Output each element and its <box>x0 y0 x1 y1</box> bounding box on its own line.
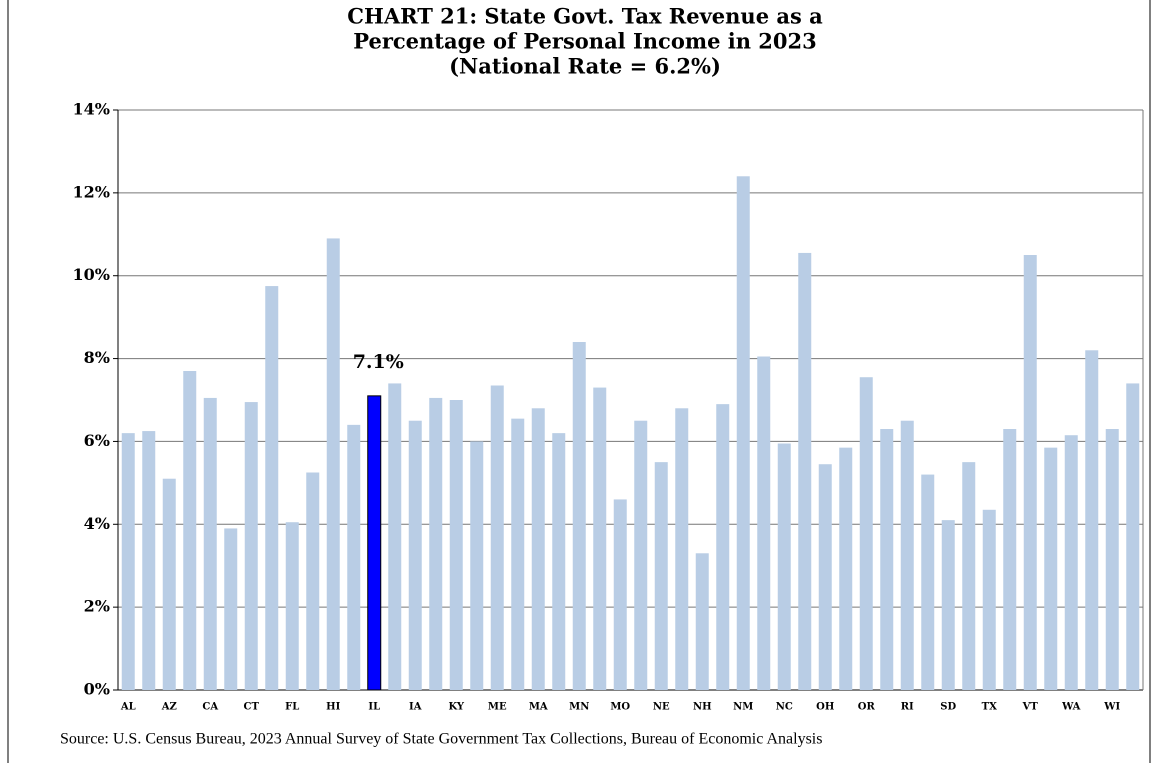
x-tick-label: NH <box>693 702 712 713</box>
bar <box>429 397 443 690</box>
bar <box>941 520 955 690</box>
y-tick-label: 2% <box>84 597 110 616</box>
bar <box>183 371 197 690</box>
chart-title: Percentage of Personal Income in 2023 <box>353 29 817 54</box>
x-tick-label: AZ <box>161 702 177 713</box>
x-tick-label: NE <box>653 702 670 713</box>
bar <box>982 509 996 690</box>
bar <box>818 464 832 690</box>
bar <box>1023 255 1037 690</box>
bar <box>121 433 135 690</box>
x-tick-label: MN <box>569 702 589 713</box>
x-tick-label: VT <box>1022 702 1039 713</box>
bar <box>265 286 279 690</box>
value-label: 7.1% <box>353 351 404 373</box>
x-tick-label: FL <box>285 702 299 713</box>
x-tick-label: MO <box>610 702 630 713</box>
x-tick-label: OH <box>816 702 834 713</box>
bar <box>142 431 156 690</box>
chart-frame <box>7 0 1151 763</box>
bar <box>408 420 422 690</box>
bar <box>1126 383 1140 690</box>
bar <box>203 397 217 690</box>
bar <box>285 522 299 690</box>
bar <box>921 474 935 690</box>
bar <box>880 429 894 690</box>
bar <box>1044 447 1058 690</box>
chart-title: (National Rate = 6.2%) <box>449 54 721 79</box>
bar <box>716 404 730 690</box>
bar <box>1064 435 1078 690</box>
bar <box>306 472 320 690</box>
x-tick-label: WI <box>1103 702 1120 713</box>
bar <box>490 385 504 690</box>
bar <box>900 420 914 690</box>
x-tick-label: RI <box>901 702 914 713</box>
bar <box>162 478 176 690</box>
bar <box>572 342 586 690</box>
bar <box>654 462 668 690</box>
x-tick-label: NM <box>733 702 753 713</box>
y-tick-label: 6% <box>84 431 110 450</box>
x-tick-label: CT <box>244 702 260 713</box>
bar <box>1105 429 1119 690</box>
y-tick-label: 0% <box>84 680 110 699</box>
bar <box>244 402 258 690</box>
x-tick-label: TX <box>982 702 997 713</box>
x-tick-label: CA <box>202 702 218 713</box>
x-tick-label: KY <box>448 702 464 713</box>
x-tick-label: IL <box>368 702 380 713</box>
x-tick-label: IA <box>409 702 422 713</box>
x-tick-label: MA <box>529 702 548 713</box>
bar <box>1003 429 1017 690</box>
bar <box>798 252 812 690</box>
bar <box>449 400 463 690</box>
bar <box>531 408 545 690</box>
x-tick-label: WA <box>1061 702 1081 713</box>
bar <box>367 395 382 691</box>
bar <box>347 424 361 690</box>
bar <box>224 528 238 690</box>
bar <box>634 420 648 690</box>
bar <box>675 408 689 690</box>
bar <box>593 387 607 690</box>
bar <box>326 238 340 690</box>
source-note: Source: U.S. Census Bureau, 2023 Annual … <box>60 731 822 748</box>
bar <box>777 443 791 690</box>
x-tick-label: SD <box>940 702 956 713</box>
x-tick-label: NC <box>776 702 793 713</box>
y-tick-label: 4% <box>84 514 110 533</box>
x-tick-label: HI <box>326 702 340 713</box>
x-tick-label: ME <box>488 702 507 713</box>
y-tick-label: 8% <box>84 348 110 367</box>
bar <box>859 377 873 690</box>
bar <box>1085 350 1099 690</box>
bar <box>613 499 627 690</box>
bar <box>757 356 771 690</box>
bar <box>388 383 402 690</box>
bar <box>839 447 853 690</box>
x-tick-label: AL <box>120 702 136 713</box>
bar <box>511 418 525 690</box>
y-tick-label: 12% <box>73 182 110 201</box>
y-tick-label: 10% <box>73 265 110 284</box>
x-tick-label: OR <box>858 702 876 713</box>
bar <box>470 441 484 690</box>
bar <box>695 553 709 690</box>
bar <box>962 462 976 690</box>
bar <box>552 433 566 690</box>
bar <box>736 176 750 691</box>
chart-title: CHART 21: State Govt. Tax Revenue as a <box>347 4 823 29</box>
y-tick-label: 14% <box>73 100 110 119</box>
